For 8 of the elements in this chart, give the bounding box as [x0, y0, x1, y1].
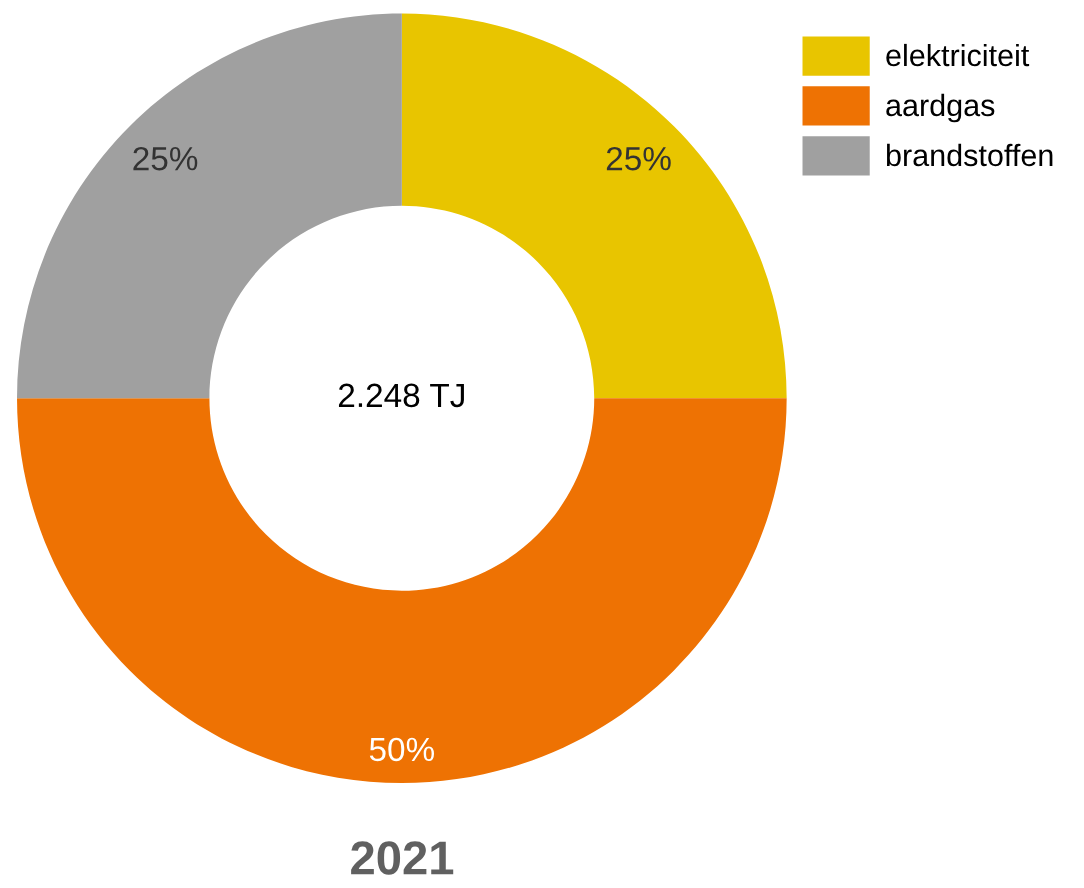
text: 2.248 TJ — [338, 383, 464, 408]
text: 2021 — [351, 841, 454, 875]
data-label: 50% — [369, 737, 435, 762]
data-label: 25% — [606, 146, 671, 171]
data-label: 25% — [133, 146, 198, 171]
legend-label: brandstoffen — [886, 143, 1053, 167]
legend-label: elektriciteit — [886, 43, 1030, 67]
legend-label: aardgas — [886, 93, 995, 123]
